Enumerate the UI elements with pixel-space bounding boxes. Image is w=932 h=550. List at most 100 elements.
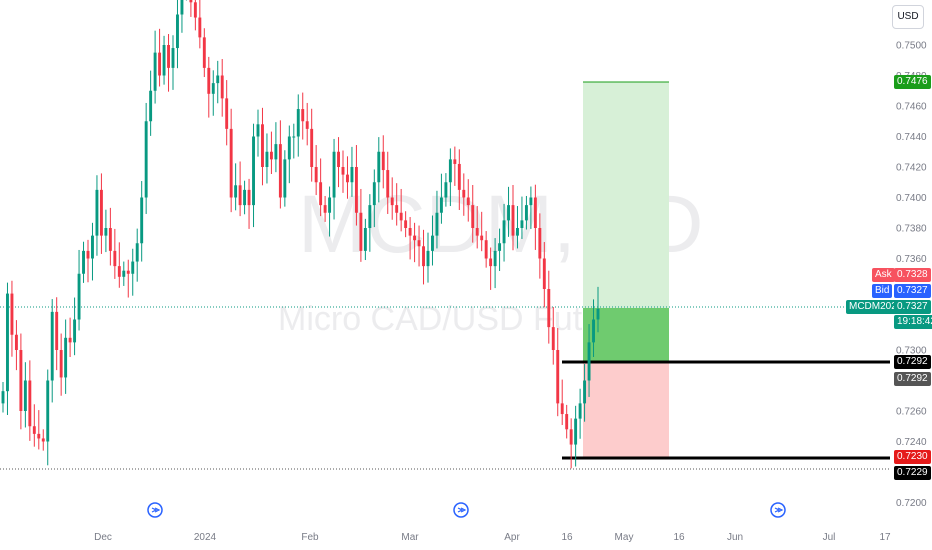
candle[interactable] (126, 259, 130, 298)
candle[interactable] (480, 211, 484, 252)
candle[interactable] (113, 228, 117, 279)
candle[interactable] (95, 175, 99, 256)
candle[interactable] (104, 209, 108, 253)
candle[interactable] (596, 286, 600, 333)
candle[interactable] (73, 297, 77, 356)
candle[interactable] (211, 70, 215, 116)
candle[interactable] (207, 56, 211, 118)
candle[interactable] (144, 102, 148, 214)
candle[interactable] (408, 217, 412, 260)
candle[interactable] (189, 0, 193, 17)
candle[interactable] (457, 149, 461, 211)
candle[interactable] (556, 328, 560, 417)
candle[interactable] (346, 156, 349, 199)
candle[interactable] (234, 163, 238, 211)
candle[interactable] (171, 35, 175, 90)
time-axis[interactable]: Dec 2024 Feb Mar Apr 16 May 16 Jun Jul 17 (94, 532, 891, 543)
candle[interactable] (55, 297, 59, 371)
candle[interactable] (390, 177, 394, 220)
candle[interactable] (395, 183, 399, 226)
candle[interactable] (323, 195, 327, 222)
candle[interactable] (91, 222, 94, 281)
candle[interactable] (341, 150, 345, 193)
candle[interactable] (46, 369, 50, 466)
candle[interactable] (176, 0, 179, 69)
candle[interactable] (377, 137, 381, 203)
candle[interactable] (319, 158, 323, 217)
candle[interactable] (82, 241, 85, 283)
candle[interactable] (193, 0, 197, 31)
candle[interactable] (332, 138, 336, 220)
candle[interactable] (135, 228, 139, 282)
target-zone[interactable] (583, 82, 669, 308)
candle[interactable] (359, 188, 363, 262)
candle[interactable] (368, 194, 372, 252)
candle[interactable] (162, 35, 166, 85)
profit-zone[interactable] (583, 308, 669, 362)
candle[interactable] (587, 324, 591, 397)
candle[interactable] (292, 123, 296, 159)
candle[interactable] (426, 232, 430, 283)
candle[interactable] (198, 0, 202, 49)
loss-zone[interactable] (583, 362, 669, 458)
candle[interactable] (542, 242, 546, 308)
currency-button[interactable]: USD (892, 5, 924, 29)
candle[interactable] (140, 181, 144, 262)
candle[interactable] (10, 280, 14, 357)
candle[interactable] (453, 146, 457, 186)
candle[interactable] (301, 92, 305, 140)
candle[interactable] (422, 229, 425, 285)
candle[interactable] (265, 133, 269, 184)
candle[interactable] (32, 404, 36, 447)
candle[interactable] (167, 34, 170, 92)
candle[interactable] (202, 28, 206, 78)
candle[interactable] (439, 173, 443, 224)
candle[interactable] (337, 137, 340, 188)
candle[interactable] (498, 228, 502, 272)
candle[interactable] (435, 190, 439, 249)
candle[interactable] (551, 306, 555, 365)
candle[interactable] (592, 299, 595, 358)
candle[interactable] (520, 196, 524, 239)
candle[interactable] (516, 206, 519, 249)
candle[interactable] (86, 239, 90, 283)
candle[interactable] (583, 364, 587, 422)
candle[interactable] (448, 148, 452, 207)
candle[interactable] (511, 184, 515, 251)
candle[interactable] (328, 186, 332, 237)
candle[interactable] (28, 360, 32, 441)
candle[interactable] (471, 184, 475, 243)
candle[interactable] (117, 242, 121, 288)
event-marker-icon[interactable] (147, 502, 163, 518)
candle[interactable] (77, 249, 81, 331)
candle[interactable] (1, 382, 5, 413)
candle[interactable] (399, 188, 403, 232)
candle[interactable] (41, 429, 45, 451)
candle[interactable] (6, 282, 9, 415)
candle[interactable] (23, 362, 27, 428)
candle[interactable] (216, 60, 220, 104)
candle[interactable] (238, 161, 242, 217)
candle[interactable] (310, 108, 314, 182)
candle[interactable] (350, 146, 354, 197)
candle[interactable] (578, 388, 582, 439)
candle[interactable] (59, 333, 63, 396)
candle[interactable] (538, 213, 542, 279)
candle[interactable] (64, 319, 68, 394)
candle[interactable] (247, 178, 251, 229)
candle[interactable] (278, 120, 282, 209)
candle[interactable] (489, 247, 493, 290)
candle[interactable] (466, 179, 470, 222)
candle[interactable] (502, 203, 506, 262)
candle[interactable] (475, 206, 479, 249)
candle[interactable] (99, 173, 103, 254)
candle[interactable] (462, 173, 466, 216)
candle[interactable] (158, 28, 162, 87)
candle[interactable] (529, 186, 533, 229)
candle[interactable] (413, 222, 417, 263)
candle[interactable] (122, 261, 126, 286)
candle[interactable] (287, 125, 291, 184)
candle[interactable] (149, 70, 153, 136)
candle[interactable] (68, 317, 72, 358)
